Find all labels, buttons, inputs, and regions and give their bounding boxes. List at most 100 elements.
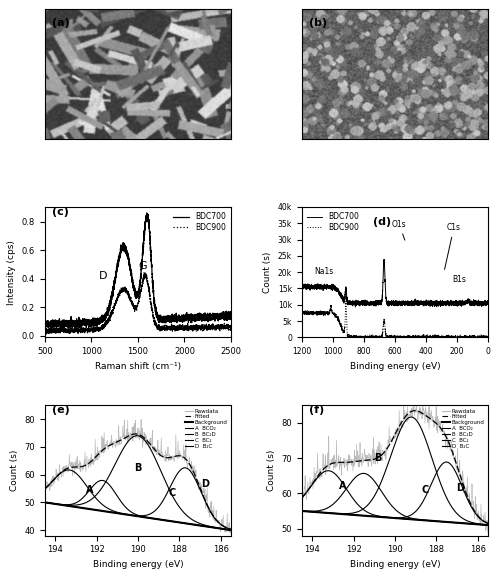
Rawdata (42, 484, 48, 491)
Rawdata (481, 518, 487, 525)
Text: C: C (422, 486, 429, 495)
Fitted (132, 430, 138, 437)
Fitted (446, 438, 452, 445)
Y-axis label: Intensity (cps): Intensity (cps) (7, 240, 16, 305)
Rawdata (401, 396, 407, 403)
Fitted (480, 517, 486, 524)
BDC900 (45, 331, 51, 338)
Background (480, 521, 486, 528)
Text: G: G (139, 261, 147, 271)
BDC900 (468, 333, 474, 340)
BDC900 (411, 335, 417, 342)
Legend: BDC700, BDC900: BDC700, BDC900 (172, 211, 227, 233)
BDC900 (141, 269, 147, 276)
Rawdata (485, 529, 491, 536)
Background (485, 522, 491, 529)
Background (42, 499, 48, 506)
Rawdata (228, 530, 234, 537)
Rawdata (299, 493, 305, 500)
Text: C1s: C1s (445, 223, 461, 270)
Fitted (223, 524, 229, 530)
BDC700 (144, 210, 150, 217)
X-axis label: Binding energy (eV): Binding energy (eV) (350, 362, 440, 371)
Background (384, 514, 390, 521)
Fitted (42, 486, 48, 492)
Line: Fitted: Fitted (302, 411, 488, 523)
Fitted (308, 482, 314, 489)
Rawdata (452, 458, 458, 465)
X-axis label: Binding energy (eV): Binding energy (eV) (93, 560, 183, 569)
BDC900 (415, 332, 421, 339)
Text: D: D (456, 483, 464, 492)
Fitted (127, 431, 133, 438)
Text: B1s: B1s (452, 275, 466, 284)
BDC900 (228, 324, 234, 331)
Line: BDC900: BDC900 (45, 272, 231, 334)
Fitted (132, 430, 138, 437)
Rawdata (143, 441, 149, 448)
Background (299, 507, 305, 514)
Rawdata (153, 445, 159, 452)
Text: (f): (f) (309, 405, 325, 415)
BDC900 (299, 308, 305, 314)
Rawdata (224, 519, 230, 526)
Line: Rawdata: Rawdata (45, 419, 231, 534)
BDC900 (130, 301, 136, 308)
BDC700 (54, 325, 60, 332)
Background (445, 518, 451, 525)
Fitted (384, 445, 390, 452)
Line: BDC900: BDC900 (302, 301, 488, 341)
Text: O1s: O1s (392, 219, 406, 240)
BDC700 (122, 248, 127, 255)
BDC900 (387, 338, 393, 344)
X-axis label: Raman shift (cm⁻¹): Raman shift (cm⁻¹) (95, 362, 181, 371)
BDC700 (213, 310, 219, 317)
Fitted (412, 407, 418, 414)
Text: Na1s: Na1s (314, 267, 333, 276)
Fitted (51, 476, 57, 483)
Background (51, 501, 57, 507)
BDC900 (223, 322, 229, 329)
Rawdata (195, 476, 201, 483)
Rawdata (138, 416, 144, 423)
Line: Background: Background (302, 511, 488, 525)
Background (480, 521, 486, 528)
BDC900 (343, 298, 349, 305)
BDC900 (485, 335, 491, 342)
BDC900 (177, 327, 183, 334)
Fitted (480, 517, 486, 524)
Rawdata (130, 423, 136, 430)
Text: C: C (169, 488, 176, 498)
Legend: Rawdata, Fitted, Background, A  BCO₂, B  BC₂D, C  BC₂, D  B₂C: Rawdata, Fitted, Background, A BCO₂, B B… (441, 408, 485, 449)
Legend: Rawdata, Fitted, Background, A  BCO₂, B  BC₂D, C  BC₂, D  B₂C: Rawdata, Fitted, Background, A BCO₂, B B… (184, 408, 228, 449)
Legend: BDC700, BDC900: BDC700, BDC900 (306, 211, 361, 233)
BDC700 (468, 298, 474, 305)
BDC700 (485, 299, 491, 306)
Rawdata (485, 517, 491, 524)
BDC700 (130, 285, 136, 292)
BDC900 (120, 290, 126, 297)
BDC700 (353, 304, 359, 310)
Background (188, 521, 194, 528)
Rawdata (399, 422, 405, 429)
Text: D: D (99, 271, 108, 281)
Background (228, 526, 234, 533)
Y-axis label: Count (s): Count (s) (267, 450, 276, 491)
Rawdata (387, 434, 393, 441)
BDC700 (299, 282, 305, 289)
BDC700 (485, 301, 491, 308)
Rawdata (388, 438, 394, 445)
BDC900 (339, 325, 345, 332)
Background (127, 511, 133, 518)
Fitted (223, 524, 229, 531)
BDC700 (177, 313, 183, 320)
Fitted (189, 464, 195, 471)
X-axis label: Binding energy (eV): Binding energy (eV) (350, 560, 440, 569)
Rawdata (410, 404, 416, 411)
BDC700 (42, 319, 48, 325)
Text: B: B (133, 463, 141, 473)
BDC700 (223, 313, 229, 320)
Line: Fitted: Fitted (45, 434, 231, 529)
Line: BDC700: BDC700 (45, 213, 231, 329)
Background (223, 526, 229, 533)
